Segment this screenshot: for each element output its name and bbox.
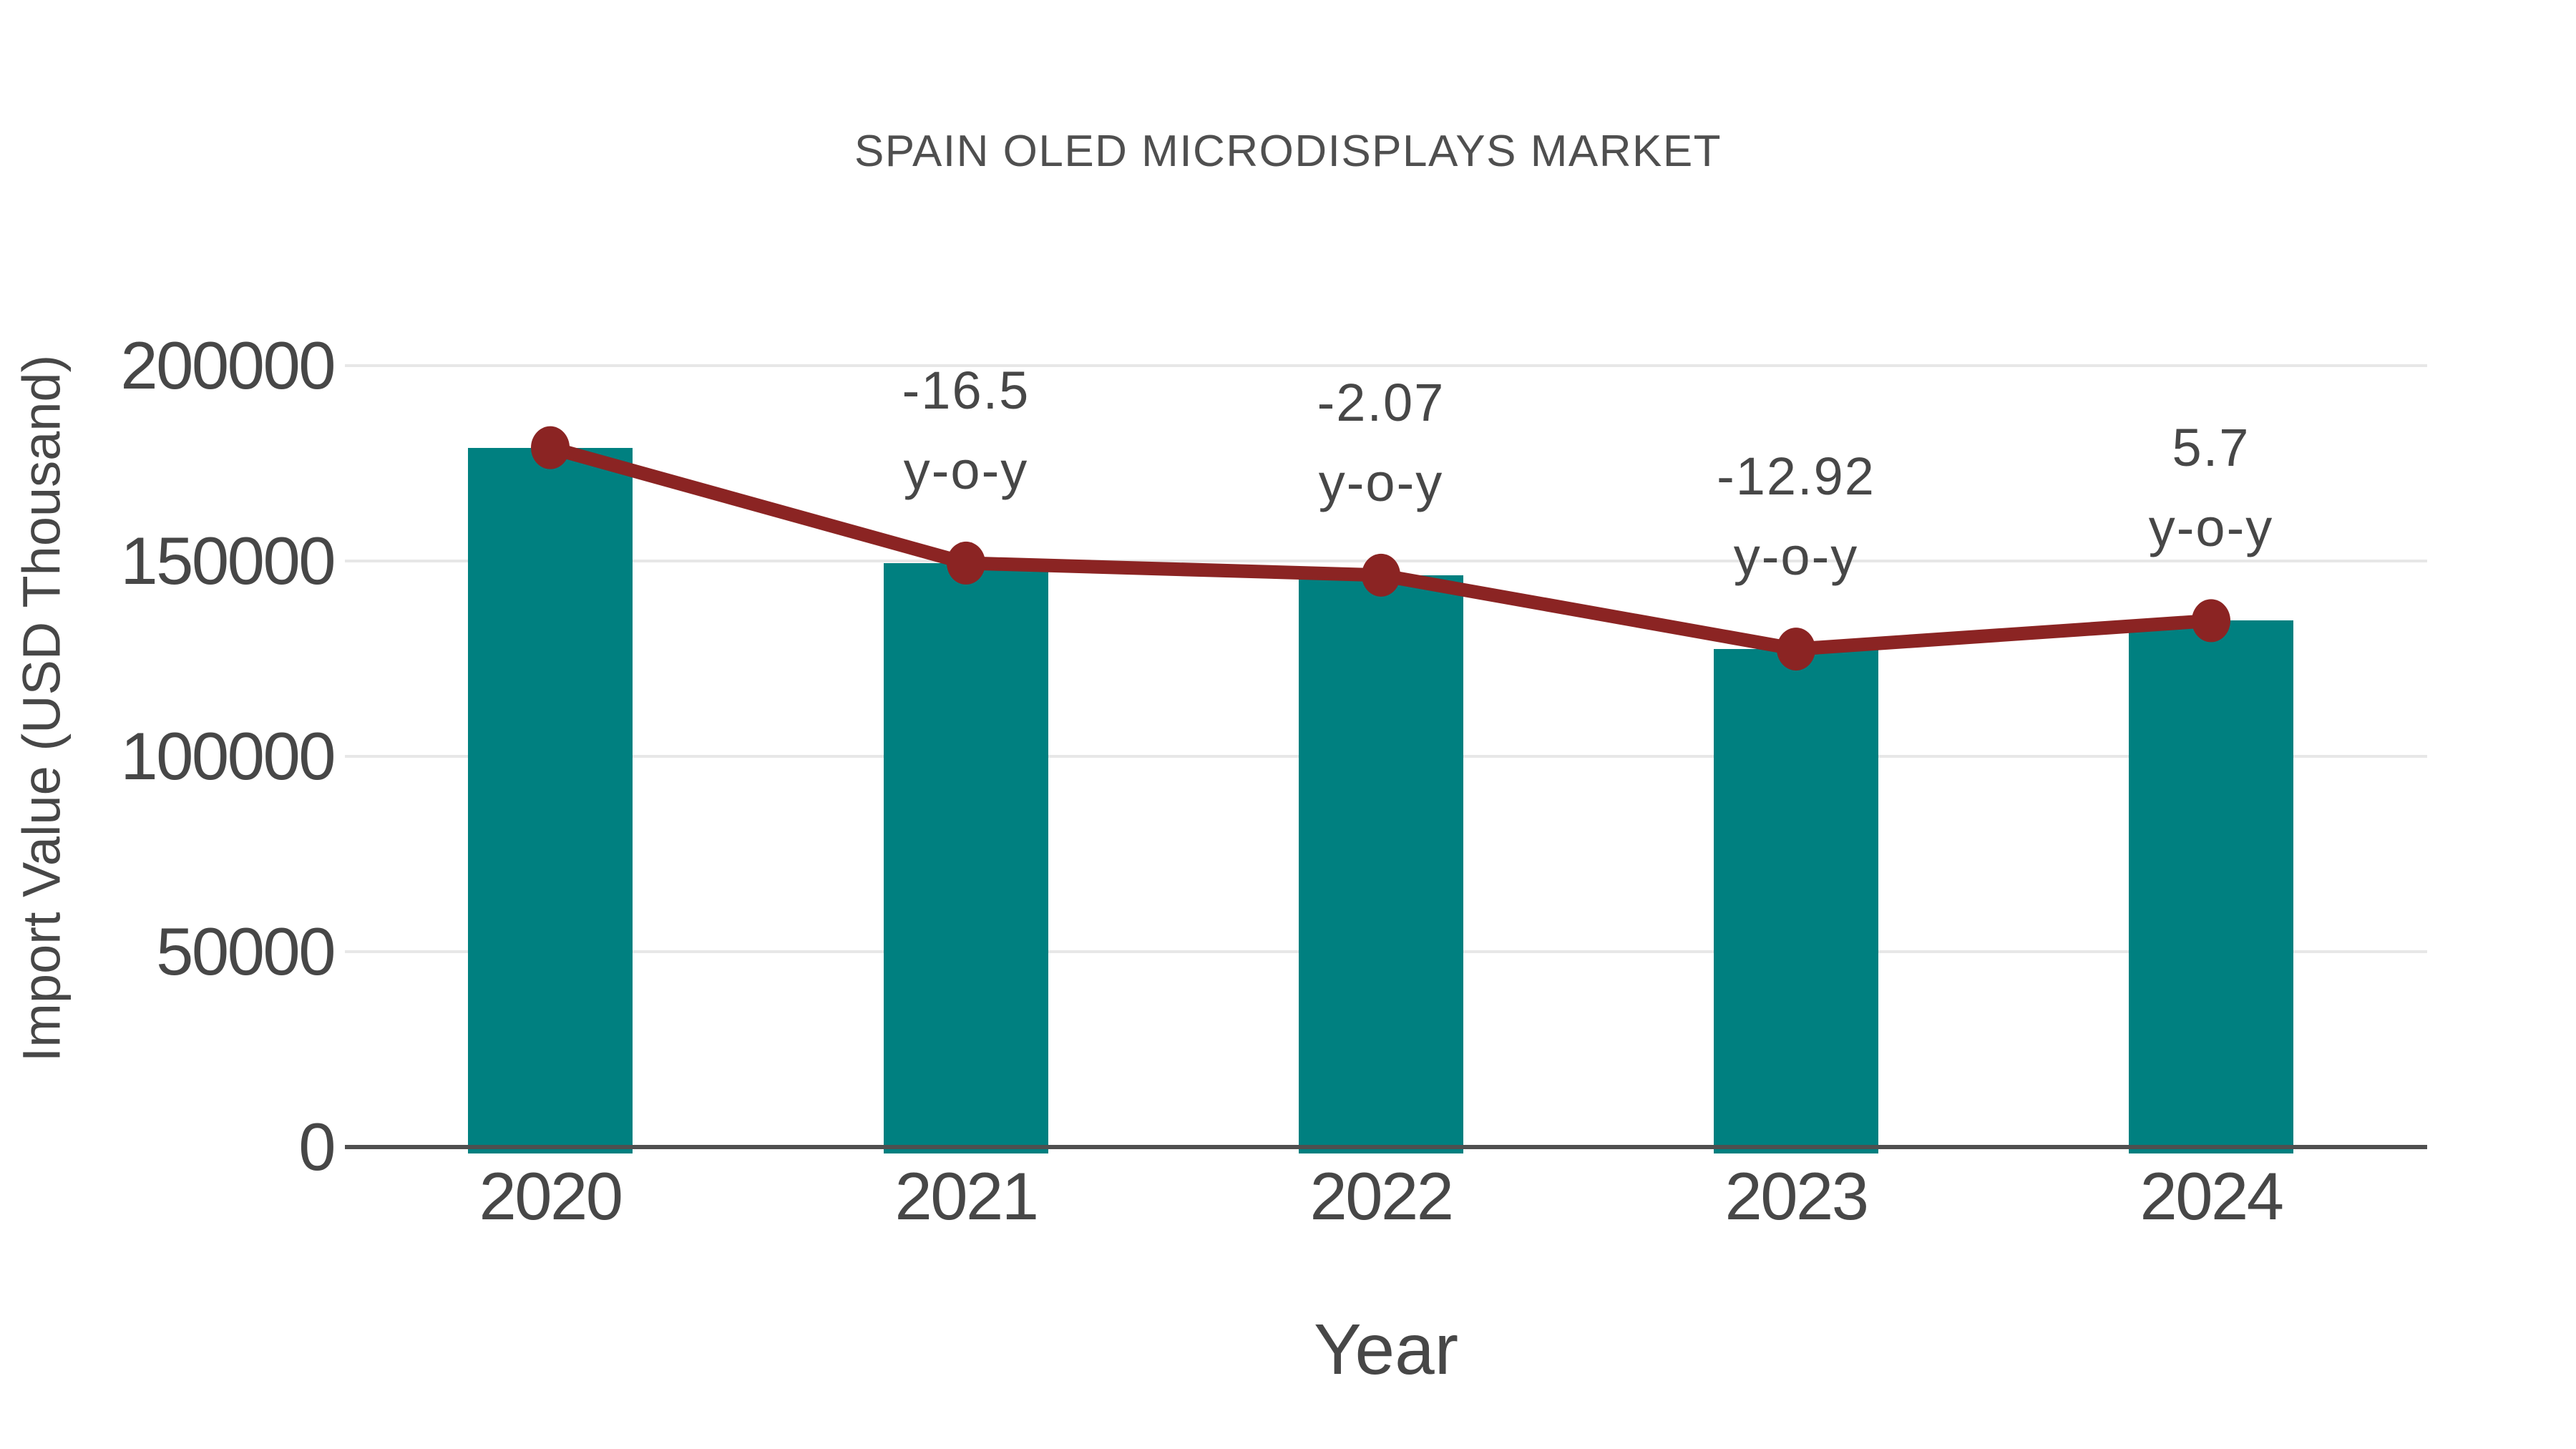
bar-2024 <box>2129 620 2293 1153</box>
bar-2021 <box>884 562 1048 1153</box>
annotation-2021: -16.5 y-o-y <box>902 351 1030 511</box>
y-tick-label-150000: 150000 <box>120 523 336 598</box>
annotation-value-2023: -12.92 <box>1717 447 1875 507</box>
annotation-value-2022: -2.07 <box>1317 372 1445 432</box>
annotation-yoy-label-2023: y-o-y <box>1733 527 1859 587</box>
x-tick-label-2023: 2023 <box>1724 1158 1869 1234</box>
x-tick-label-2024: 2024 <box>2140 1158 2284 1234</box>
x-tick-label-2022: 2022 <box>1309 1158 1454 1234</box>
annotation-2024: 5.7 y-o-y <box>2149 408 2273 568</box>
annotation-yoy-label-2024: y-o-y <box>2148 498 2274 558</box>
annotation-yoy-label-2021: y-o-y <box>903 440 1029 500</box>
bar-2022 <box>1299 575 1463 1153</box>
y-tick-label-50000: 50000 <box>156 914 336 989</box>
x-tick-label-2021: 2021 <box>894 1158 1039 1234</box>
annotation-value-2024: 5.7 <box>2172 418 2250 478</box>
annotation-2023: -12.92 y-o-y <box>1717 436 1875 597</box>
x-axis-line <box>345 1145 2427 1149</box>
x-axis-title: Year <box>1313 1309 1459 1390</box>
bar-2020 <box>468 447 633 1153</box>
data-point-marker-2022 <box>1362 553 1400 597</box>
annotation-value-2021: -16.5 <box>902 360 1030 420</box>
data-point-marker-2023 <box>1777 628 1815 671</box>
x-tick-label-2020: 2020 <box>479 1158 623 1234</box>
gridline-200000 <box>345 364 2427 367</box>
data-point-marker-2020 <box>531 426 570 469</box>
annotation-2022: -2.07 y-o-y <box>1317 363 1445 523</box>
chart-title: SPAIN OLED MICRODISPLAYS MARKET <box>854 127 1722 176</box>
y-tick-label-100000: 100000 <box>120 718 336 794</box>
y-tick-label-0: 0 <box>298 1109 336 1184</box>
data-point-marker-2021 <box>947 541 985 585</box>
data-point-marker-2024 <box>2192 599 2230 643</box>
annotation-yoy-label-2022: y-o-y <box>1318 452 1444 512</box>
y-tick-label-200000: 200000 <box>120 328 336 403</box>
bar-2023 <box>1714 649 1878 1153</box>
